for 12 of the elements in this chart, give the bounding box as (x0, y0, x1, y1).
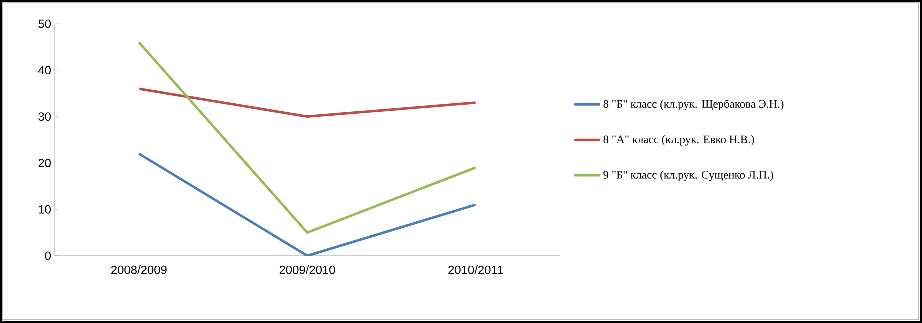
x-tick-label: 2010/2011 (448, 266, 504, 274)
y-tick-label: 40 (38, 66, 52, 75)
y-tick-label: 0 (45, 252, 52, 260)
x-tick-label: 2009/2010 (280, 266, 336, 274)
y-tick-label: 50 (38, 20, 52, 28)
y-tick-label: 30 (38, 112, 52, 122)
y-tick-label: 10 (39, 205, 52, 214)
y-tick-label: 20 (38, 158, 52, 168)
legend-label: 9 "Б" класс (кл.рук. Сущенко Л.П.) (604, 170, 774, 182)
legend-label: 8 "Б" класс (кл.рук. Щербакова Э.Н.) (604, 100, 784, 110)
x-tick-label: 2008/2009 (112, 266, 167, 274)
legend-label: 8 "А" класс (кл.рук. Евко Н.В.) (604, 135, 754, 146)
